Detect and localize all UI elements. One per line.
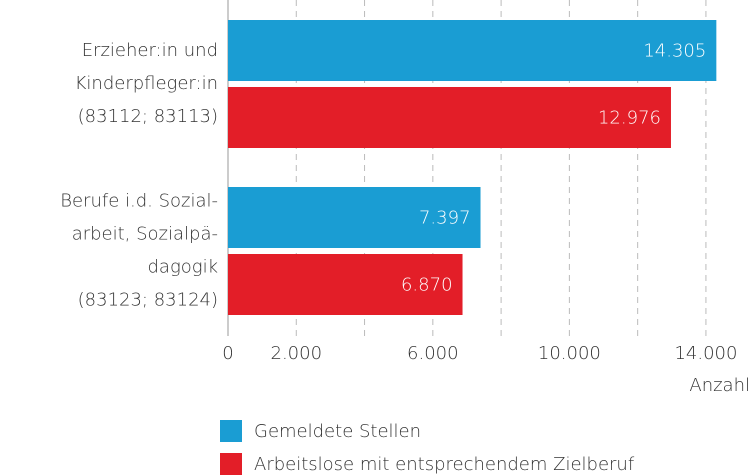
bar bbox=[228, 187, 481, 248]
x-axis-label: Anzahl bbox=[689, 375, 750, 396]
value-label: 7.397 bbox=[419, 208, 471, 229]
category-label-line: dagogik bbox=[148, 257, 219, 278]
category-label-line: (83112; 83113) bbox=[78, 106, 218, 127]
x-tick-label: 14.000 bbox=[674, 343, 737, 364]
legend-swatch bbox=[220, 453, 242, 475]
value-label: 6.870 bbox=[401, 275, 453, 296]
category-label-line: (83123; 83124) bbox=[78, 290, 218, 311]
x-tick-label: 10.000 bbox=[538, 343, 601, 364]
bar bbox=[228, 254, 463, 315]
legend-swatch bbox=[220, 420, 242, 442]
category-label: Berufe i.d. Sozial-arbeit, Sozialpä-dago… bbox=[60, 191, 218, 311]
category-label-line: Erzieher:in und bbox=[82, 40, 218, 61]
x-tick-label: 6.000 bbox=[407, 343, 459, 364]
category-label-line: Berufe i.d. Sozial- bbox=[60, 191, 218, 212]
x-tick-label: 0 bbox=[222, 343, 233, 364]
category-label-line: arbeit, Sozialpä- bbox=[72, 224, 218, 245]
legend-label: Arbeitslose mit entsprechendem Zielberuf bbox=[254, 454, 635, 475]
bar bbox=[228, 20, 717, 81]
value-label: 14.305 bbox=[643, 41, 706, 62]
category-label: Erzieher:in und Kinderpfleger:in (83112; 8… bbox=[75, 40, 218, 127]
legend-label: Gemeldete Stellen bbox=[254, 421, 421, 442]
bar bbox=[228, 87, 671, 148]
value-label: 12.976 bbox=[598, 108, 661, 129]
x-tick-label: 2.000 bbox=[271, 343, 323, 364]
category-label-line: Kinderpfleger:in bbox=[75, 73, 218, 94]
